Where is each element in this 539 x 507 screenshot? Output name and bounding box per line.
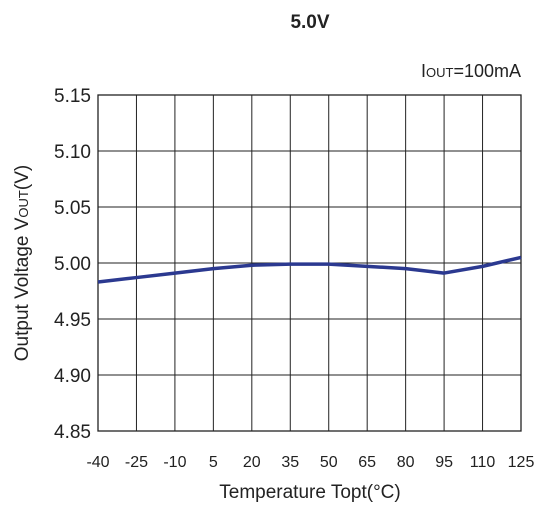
y-axis-title-sub: OUT xyxy=(16,190,31,218)
y-tick-label: 4.95 xyxy=(54,310,91,331)
y-tick-label: 4.90 xyxy=(54,366,91,387)
x-tick-label: -25 xyxy=(125,454,148,471)
series-layer xyxy=(97,255,522,284)
y-axis-title: Output Voltage VOUT(V) xyxy=(12,165,33,361)
x-axis-title: Temperature Topt(°C) xyxy=(219,482,400,503)
y-tick-label: 4.85 xyxy=(54,422,91,443)
chart-title: 5.0V xyxy=(290,12,329,33)
y-axis-title-main: Output Voltage V xyxy=(12,217,33,361)
x-tick-label: 5 xyxy=(209,454,218,471)
x-tick-label: 125 xyxy=(508,454,535,471)
x-tick-labels: -40 -25 -10 5 20 35 50 65 80 95 110 125 xyxy=(86,454,534,471)
x-tick-label: 50 xyxy=(320,454,338,471)
condition-sub: OUT xyxy=(426,65,454,80)
condition-main: I xyxy=(421,61,426,81)
condition-rest: =100mA xyxy=(453,61,521,81)
y-tick-label: 5.05 xyxy=(54,198,91,219)
x-tick-label: 20 xyxy=(243,454,261,471)
condition-label: IOUT=100mA xyxy=(421,61,521,81)
y-tick-label: 5.10 xyxy=(54,142,91,163)
y-axis-title-rest: (V) xyxy=(12,165,33,190)
y-tick-labels: 5.15 5.10 5.05 5.00 4.95 4.90 4.85 xyxy=(54,86,91,443)
y-tick-label: 5.00 xyxy=(54,254,91,275)
x-tick-label: 35 xyxy=(281,454,299,471)
x-tick-label: -40 xyxy=(86,454,109,471)
x-tick-label: 95 xyxy=(435,454,453,471)
x-tick-label: 65 xyxy=(358,454,376,471)
series-line xyxy=(97,255,522,284)
x-tick-label: 80 xyxy=(397,454,415,471)
x-tick-label: 110 xyxy=(470,454,496,471)
y-tick-label: 5.15 xyxy=(54,86,91,107)
plot-frame xyxy=(97,94,522,432)
x-tick-label: -10 xyxy=(163,454,186,471)
